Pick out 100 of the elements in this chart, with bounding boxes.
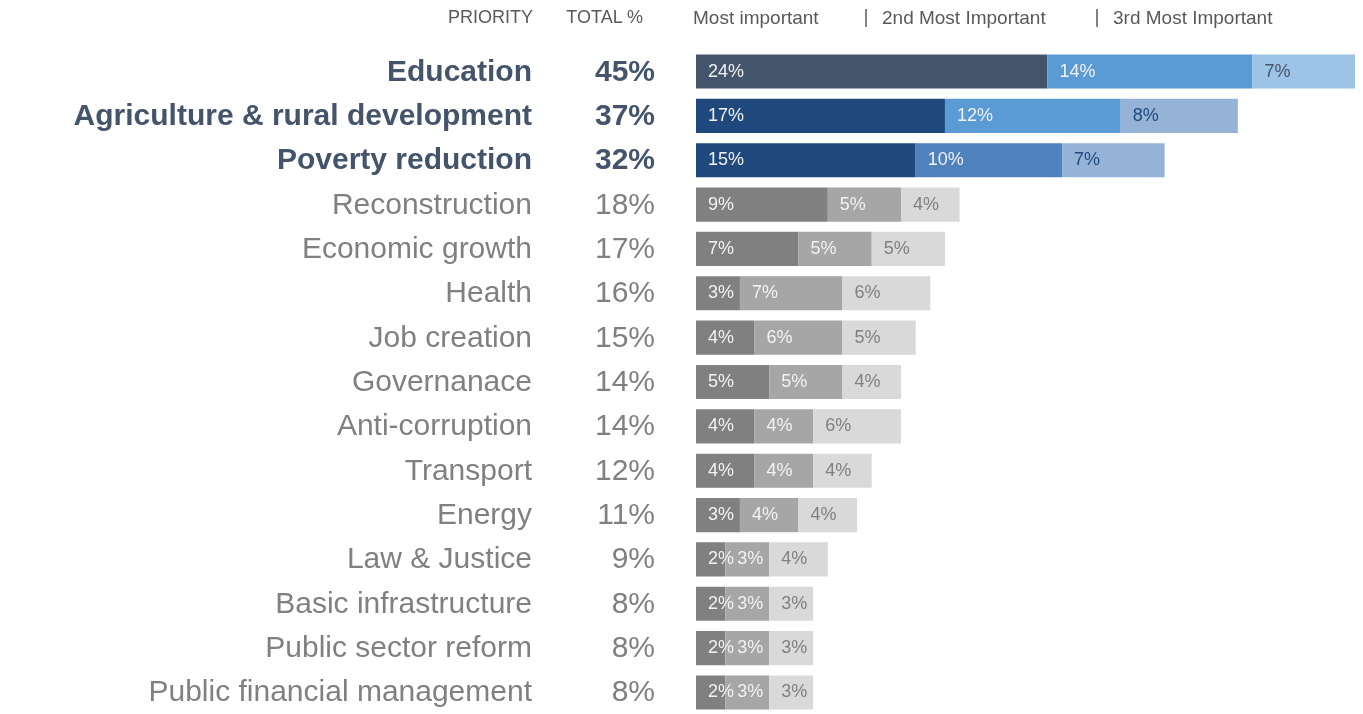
y-tick-label: Poverty reduction xyxy=(276,142,532,176)
bar xyxy=(1120,98,1238,133)
y-tick-label: Law & Justice xyxy=(346,541,532,575)
data-label: 9% xyxy=(708,193,735,214)
data-label: 4% xyxy=(810,504,837,525)
data-label: 4% xyxy=(766,459,793,480)
total-label: 16% xyxy=(594,275,655,309)
bar xyxy=(769,364,843,400)
data-label: 6% xyxy=(766,326,793,347)
data-label: 4% xyxy=(708,459,735,480)
data-label: 2% xyxy=(708,592,735,613)
bar xyxy=(813,453,872,488)
total-label: 17% xyxy=(594,230,655,264)
data-label: 6% xyxy=(825,415,852,436)
bar xyxy=(739,276,843,311)
total-label: 15% xyxy=(594,319,655,353)
data-label: 5% xyxy=(883,237,910,258)
data-label: 17% xyxy=(708,104,745,125)
total-label: 11% xyxy=(597,497,655,531)
y-tick-label: Health xyxy=(445,275,532,309)
data-label: 24% xyxy=(708,60,745,81)
y-tick-label: Basic infrastructure xyxy=(275,585,532,619)
data-label: 5% xyxy=(839,193,866,214)
data-label: 12% xyxy=(956,104,993,125)
data-label: 8% xyxy=(1132,104,1159,125)
total-label: 8% xyxy=(611,630,655,664)
data-label: 3% xyxy=(781,592,808,613)
data-label: 7% xyxy=(1264,60,1291,81)
data-label: 3% xyxy=(781,637,808,658)
series-label: Most important xyxy=(693,7,820,28)
bar xyxy=(1252,54,1355,89)
data-label: 5% xyxy=(708,371,735,391)
bar xyxy=(696,364,770,400)
total-label: 9% xyxy=(611,541,655,575)
data-label: 3% xyxy=(737,681,764,702)
y-tick-label: Transport xyxy=(404,452,533,486)
data-label: 3% xyxy=(737,637,764,658)
y-tick-label: Economic growth xyxy=(301,230,532,264)
data-label: 4% xyxy=(751,504,778,525)
data-label: 3% xyxy=(781,681,808,702)
text: PRIORITY xyxy=(447,7,533,27)
series-label: 3rd Most Important xyxy=(1113,7,1274,28)
y-tick-label: Energy xyxy=(436,497,532,531)
bar xyxy=(754,320,843,355)
y-tick-label: Public financial management xyxy=(148,674,533,708)
series-label: 2nd Most Important xyxy=(882,7,1047,28)
data-label: 5% xyxy=(810,237,837,258)
data-label: 4% xyxy=(913,193,940,214)
bar xyxy=(696,453,755,488)
bar xyxy=(842,276,931,311)
bar xyxy=(696,409,755,444)
data-label: 4% xyxy=(708,415,735,436)
data-label: 7% xyxy=(751,282,778,303)
data-label: 4% xyxy=(708,326,735,347)
bar xyxy=(769,675,814,710)
y-tick-label: Education xyxy=(386,53,532,87)
bar xyxy=(1062,143,1165,178)
total-label: 8% xyxy=(611,585,655,619)
data-label: 5% xyxy=(854,326,881,347)
data-label: 10% xyxy=(927,149,964,170)
data-label: 14% xyxy=(1059,60,1096,81)
y-tick-label: Job creation xyxy=(368,319,532,353)
bar xyxy=(696,231,799,267)
bar xyxy=(842,320,916,355)
data-label: 4% xyxy=(854,371,881,391)
data-label: 5% xyxy=(781,371,808,391)
data-label: 4% xyxy=(825,459,852,480)
total-label: 14% xyxy=(594,408,655,442)
data-label: 15% xyxy=(708,149,745,170)
data-label: 3% xyxy=(708,504,735,525)
y-tick-label: Public sector reform xyxy=(265,630,532,664)
data-label: 2% xyxy=(708,681,735,702)
total-label: 12% xyxy=(594,452,655,486)
bar xyxy=(696,320,755,355)
bar xyxy=(696,187,828,222)
y-tick-label: Agriculture & rural development xyxy=(73,97,532,131)
total-label: 37% xyxy=(594,97,655,131)
data-label: 6% xyxy=(854,282,881,303)
data-label: 2% xyxy=(708,548,735,569)
bar xyxy=(871,231,945,267)
bar xyxy=(944,98,1121,133)
total-label: 45% xyxy=(594,53,655,87)
bar xyxy=(1047,54,1253,89)
y-tick-label: Anti-corruption xyxy=(336,408,532,442)
y-tick-label: Reconstruction xyxy=(331,186,532,220)
bar xyxy=(696,143,916,178)
bar xyxy=(769,542,828,577)
bar xyxy=(901,187,960,222)
bar xyxy=(915,143,1063,178)
total-label: 18% xyxy=(594,186,655,220)
data-label: 3% xyxy=(737,548,764,569)
data-label: 4% xyxy=(766,415,793,436)
data-label: 3% xyxy=(737,592,764,613)
bar xyxy=(739,497,799,533)
text: TOTAL % xyxy=(566,7,643,27)
data-label: 7% xyxy=(708,237,735,258)
bar xyxy=(696,54,1048,89)
bar xyxy=(827,187,902,222)
total-label: 8% xyxy=(611,674,655,708)
data-label: 3% xyxy=(708,282,735,303)
